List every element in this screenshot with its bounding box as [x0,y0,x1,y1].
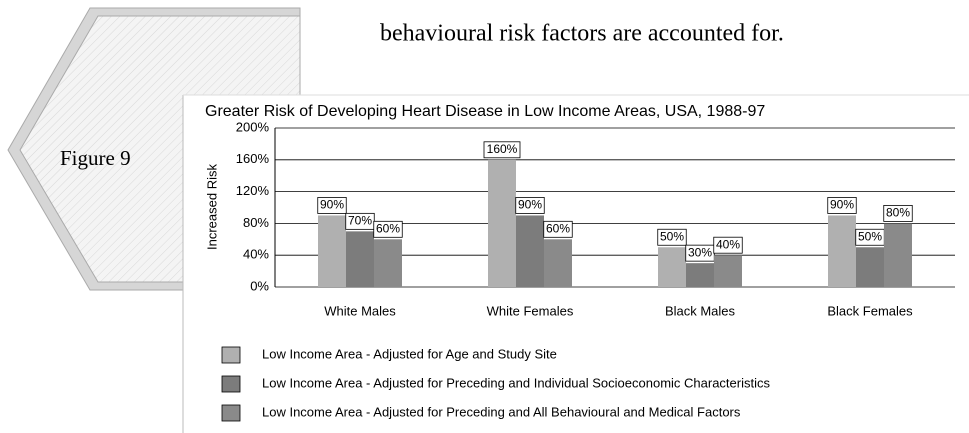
legend-label: Low Income Area - Adjusted for Preceding… [262,375,770,390]
data-label-box [317,197,347,214]
y-tick-label: 40% [243,247,269,262]
data-label: 50% [660,229,684,243]
data-label: 50% [858,229,882,243]
y-tick-label: 80% [243,215,269,230]
data-label-box [827,197,857,214]
legend-label: Low Income Area - Adjusted for Age and S… [262,346,557,361]
y-tick-label: 120% [236,183,270,198]
bar [828,215,856,287]
data-label-box [713,236,743,254]
data-label-box [543,220,573,238]
bar [658,247,686,287]
chart: Greater Risk of Developing Heart Disease… [204,103,765,250]
bar [488,159,516,287]
data-label-box [657,228,687,246]
figure-label: Figure 9 [60,146,131,170]
data-label: 90% [518,198,542,212]
bar [516,215,544,287]
y-tick-label: 200% [236,119,270,134]
data-label-box [515,197,545,214]
legend-label: Low Income Area - Adjusted for Preceding… [262,404,741,419]
legend-swatch [221,375,241,393]
x-tick-label: Black Males [665,303,736,318]
bar [856,247,884,287]
data-label-box [883,204,913,222]
data-label: 70% [348,214,372,228]
legend-swatch [221,404,241,422]
data-label: 60% [546,221,570,235]
data-label: 90% [320,198,344,212]
bar [686,263,714,287]
chart-title: Greater Risk of Developing Heart Disease… [205,103,765,120]
bar [544,239,572,287]
data-label: 40% [716,237,740,251]
bar [318,215,346,287]
data-label: 90% [830,198,854,212]
bar [884,223,912,287]
data-label: 80% [886,206,910,220]
x-tick-label: Black Females [827,303,913,318]
bar [374,239,402,287]
data-label-box [373,220,403,238]
bar [714,255,742,287]
x-tick-label: White Females [487,303,574,318]
data-label: 30% [688,245,712,259]
y-tick-label: 160% [236,151,270,166]
y-tick-label: 0% [250,278,269,293]
data-label: 60% [376,221,400,235]
data-label-box [483,141,521,159]
data-label: 160% [487,142,518,156]
y-axis-label: Increased Risk [204,164,219,250]
x-tick-label: White Males [324,303,396,318]
legend-swatch [221,346,241,364]
body-text: behavioural risk factors are accounted f… [380,21,784,47]
bar [346,231,374,287]
